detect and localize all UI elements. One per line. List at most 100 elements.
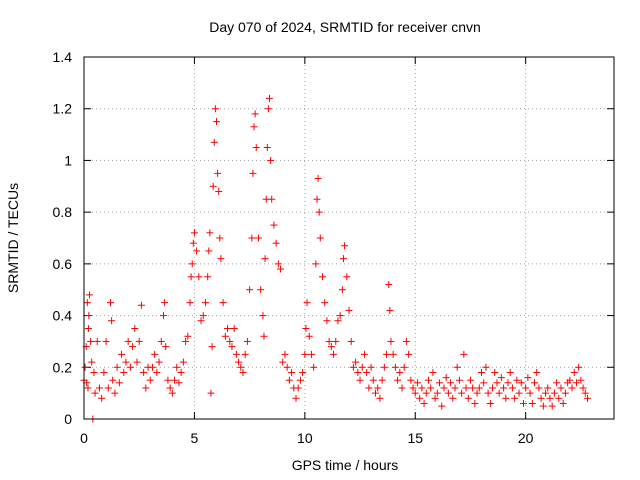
data-point	[405, 350, 413, 358]
data-point	[187, 273, 195, 281]
y-tick-label: 0.6	[53, 256, 73, 272]
data-point	[226, 337, 234, 345]
data-point	[360, 350, 368, 358]
data-point	[339, 255, 347, 263]
data-point	[104, 384, 112, 392]
data-point	[418, 384, 426, 392]
data-point	[504, 379, 512, 387]
data-point	[425, 376, 432, 384]
data-point	[193, 247, 201, 255]
data-point	[161, 299, 169, 307]
data-point	[440, 384, 448, 392]
data-point	[387, 337, 395, 345]
data-point	[272, 239, 280, 247]
data-point	[189, 239, 197, 247]
data-point	[570, 368, 578, 376]
data-point	[303, 299, 311, 307]
data-point	[480, 379, 488, 387]
data-point	[267, 156, 275, 164]
data-point	[491, 368, 499, 376]
data-point	[224, 325, 232, 332]
data-point	[235, 358, 243, 366]
data-point	[281, 350, 289, 358]
y-axis-title: SRMTID / TECUs	[5, 183, 21, 293]
data-point	[555, 394, 563, 402]
data-point	[449, 394, 457, 402]
data-point	[81, 363, 89, 371]
data-point	[427, 384, 435, 392]
data-point	[325, 337, 333, 345]
data-point	[288, 368, 296, 376]
data-point	[550, 389, 558, 397]
data-point	[243, 337, 251, 345]
data-point	[376, 394, 384, 402]
data-point	[239, 368, 247, 376]
data-point	[188, 260, 196, 268]
data-point	[102, 337, 110, 345]
data-point	[413, 379, 421, 387]
data-point	[199, 312, 207, 320]
data-point	[502, 394, 510, 402]
data-point	[363, 368, 371, 376]
data-point	[142, 384, 150, 392]
data-point	[261, 255, 269, 263]
data-point	[386, 306, 394, 314]
data-point	[575, 363, 583, 371]
data-point	[88, 358, 96, 366]
data-point	[508, 384, 516, 392]
data-point	[83, 299, 91, 307]
data-point	[213, 118, 220, 126]
data-point	[107, 299, 114, 307]
data-point	[369, 376, 377, 384]
data-point	[332, 337, 340, 345]
data-point	[338, 286, 346, 294]
data-point	[497, 374, 505, 382]
data-point	[146, 376, 154, 384]
data-point	[210, 138, 218, 146]
data-point	[274, 260, 282, 268]
data-point	[542, 389, 550, 397]
data-point	[268, 195, 276, 203]
data-point	[86, 291, 94, 299]
y-tick-label: 0.8	[53, 204, 73, 220]
data-point	[486, 399, 494, 407]
data-point	[250, 123, 258, 131]
data-point	[252, 144, 260, 151]
data-point	[411, 389, 419, 397]
x-tick-label: 10	[297, 430, 313, 446]
data-point	[531, 379, 538, 387]
data-point	[374, 384, 382, 392]
data-point	[354, 368, 362, 376]
data-point	[438, 402, 446, 410]
data-point	[266, 94, 273, 102]
data-point	[506, 368, 514, 376]
data-point	[153, 368, 161, 376]
data-point	[90, 368, 98, 376]
data-point	[263, 144, 271, 151]
data-point	[559, 399, 567, 407]
data-point	[157, 337, 165, 345]
data-point	[561, 389, 569, 397]
data-point	[453, 363, 461, 371]
data-point	[568, 384, 576, 392]
data-point	[237, 363, 245, 371]
data-point	[186, 299, 194, 307]
data-point	[91, 389, 99, 397]
data-point	[195, 273, 203, 281]
data-point	[378, 376, 386, 384]
chart-title: Day 070 of 2024, SRMTID for receiver cnv…	[209, 19, 481, 35]
data-point	[221, 332, 229, 340]
data-point	[277, 265, 285, 273]
data-point	[201, 299, 209, 307]
data-point	[171, 376, 179, 384]
data-point	[87, 337, 95, 345]
data-point	[519, 399, 527, 407]
data-point	[307, 350, 315, 358]
data-point	[544, 384, 552, 392]
x-axis-title: GPS time / hours	[292, 457, 399, 473]
data-point	[372, 389, 379, 397]
data-point	[166, 384, 174, 392]
data-point	[336, 312, 344, 320]
data-point	[394, 376, 402, 384]
data-point	[383, 350, 391, 358]
